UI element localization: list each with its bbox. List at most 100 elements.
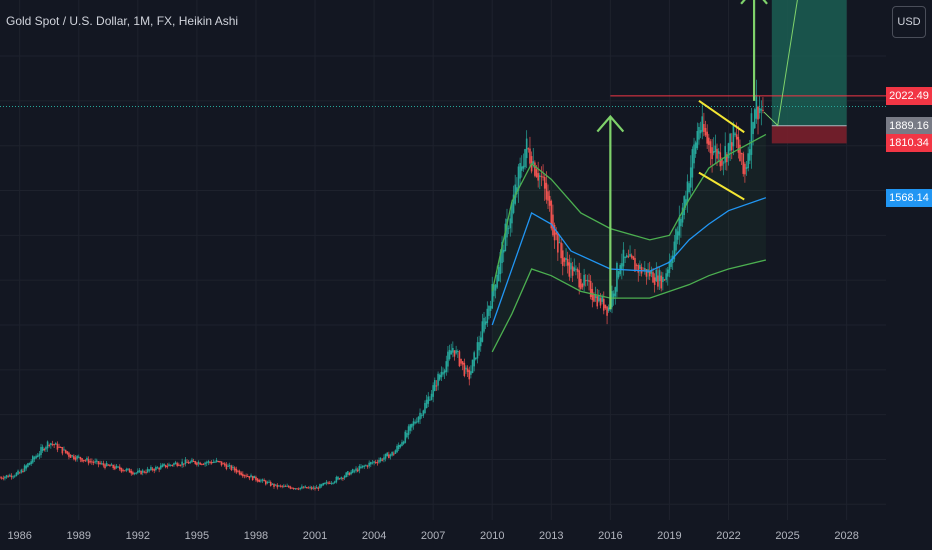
candle-body — [242, 473, 244, 477]
candle-body — [345, 472, 347, 478]
x-tick-label: 2013 — [539, 530, 563, 542]
candle-body — [230, 465, 233, 470]
candle-body — [742, 153, 745, 174]
candle-body — [100, 463, 103, 465]
candle-body — [396, 445, 398, 453]
candle-body — [370, 462, 372, 465]
candle-body — [278, 485, 280, 487]
candle-body — [458, 351, 461, 367]
candle-body — [53, 444, 55, 446]
candle-body — [306, 486, 308, 489]
candle-body — [191, 459, 193, 463]
candle-body — [358, 466, 361, 471]
candle-body — [176, 463, 178, 466]
candle-body — [558, 242, 561, 244]
candle-body — [703, 124, 705, 132]
candle-body — [425, 399, 428, 409]
candle-body — [74, 457, 77, 461]
candle-body — [263, 480, 265, 482]
candle-body — [576, 268, 579, 272]
candle-body — [639, 264, 641, 269]
candle-body — [148, 469, 151, 471]
candle-body — [168, 464, 170, 467]
candle-body — [475, 357, 477, 360]
candle-body — [386, 452, 389, 457]
candle-body — [287, 485, 290, 488]
candle-body — [2, 477, 5, 479]
candle-body — [312, 487, 315, 489]
candle-body — [299, 487, 302, 490]
candle-body — [237, 470, 239, 472]
x-tick-label: 2001 — [303, 530, 327, 542]
candle-body — [414, 421, 416, 424]
candle-body — [350, 471, 352, 475]
candle-body — [351, 469, 354, 473]
candle-body — [297, 488, 300, 490]
candle-body — [645, 269, 648, 277]
candle-body — [325, 481, 328, 484]
candle-body — [447, 351, 449, 367]
candle-body — [43, 448, 46, 451]
candle-body — [583, 274, 585, 286]
candle-body — [686, 181, 689, 203]
candle-body — [688, 183, 690, 192]
candle-body — [92, 461, 95, 463]
currency-button[interactable]: USD — [892, 6, 926, 38]
candle-body — [407, 426, 410, 436]
candle-body — [301, 486, 303, 489]
candle-body — [25, 465, 28, 469]
candle-body — [693, 144, 695, 164]
candle-body — [135, 472, 137, 474]
candle-body — [650, 270, 653, 274]
candle-body — [66, 451, 69, 454]
candle-body — [473, 352, 475, 367]
candle-body — [360, 466, 362, 469]
candle-body — [125, 468, 128, 471]
candle-body — [317, 487, 320, 489]
candle-body — [729, 133, 731, 151]
candle-body — [714, 145, 717, 153]
candle-body — [589, 280, 592, 297]
candle-body — [737, 136, 740, 153]
candle-body — [588, 280, 590, 282]
candle-body — [365, 465, 367, 467]
candle-body — [5, 475, 8, 478]
candle-body — [46, 441, 49, 449]
candle-body — [726, 154, 728, 163]
candle-body — [146, 468, 149, 473]
candle-body — [0, 477, 3, 479]
candle-body — [32, 456, 34, 463]
candle-body — [314, 487, 316, 490]
candle-body — [96, 460, 98, 462]
candle-body — [328, 482, 331, 484]
candle-body — [520, 166, 523, 171]
candle-body — [666, 269, 669, 277]
candle-body — [133, 473, 136, 475]
candle-body — [432, 385, 434, 397]
candle-body — [205, 462, 208, 464]
candle-body — [48, 444, 51, 446]
candle-body — [161, 464, 164, 468]
candle-body — [389, 454, 392, 457]
candle-body — [601, 295, 603, 302]
candle-body — [258, 479, 261, 483]
candle-body — [36, 455, 39, 458]
candle-body — [394, 450, 397, 454]
x-tick-label: 2007 — [421, 530, 445, 542]
candle-body — [552, 214, 554, 236]
candle-body — [269, 482, 272, 486]
candle-body — [217, 461, 220, 463]
candle-body — [593, 294, 595, 302]
candle-body — [463, 362, 466, 376]
candle-body — [178, 464, 180, 466]
candle-body — [343, 475, 346, 479]
candle-body — [499, 251, 502, 275]
candle-body — [222, 463, 224, 465]
candle-body — [383, 457, 385, 460]
candle-body — [438, 374, 441, 380]
candle-body — [30, 461, 32, 464]
candle-body — [166, 466, 169, 468]
candle-body — [199, 462, 201, 465]
candle-body — [253, 475, 256, 479]
